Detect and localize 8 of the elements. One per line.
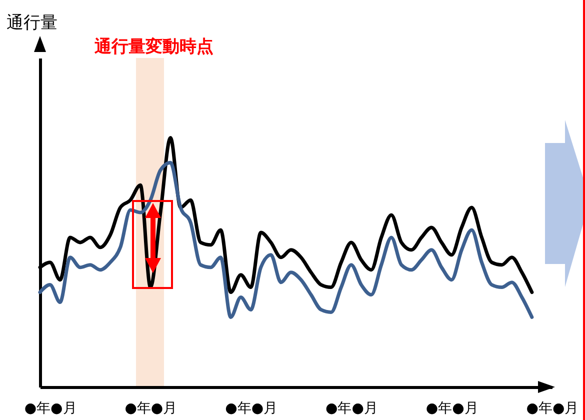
x-tick-label: ●年●月 [526, 400, 579, 416]
x-tick-label: ●年●月 [325, 400, 378, 416]
text: 通行量変動時点 [94, 37, 214, 57]
x-tick-label: ●年●月 [124, 400, 178, 416]
x-tick-label: ●年●月 [24, 400, 77, 416]
x-tick-label: ●年●月 [426, 400, 478, 416]
x-tick-label: ●年●月 [225, 400, 278, 416]
text: 通行量 [6, 13, 58, 33]
